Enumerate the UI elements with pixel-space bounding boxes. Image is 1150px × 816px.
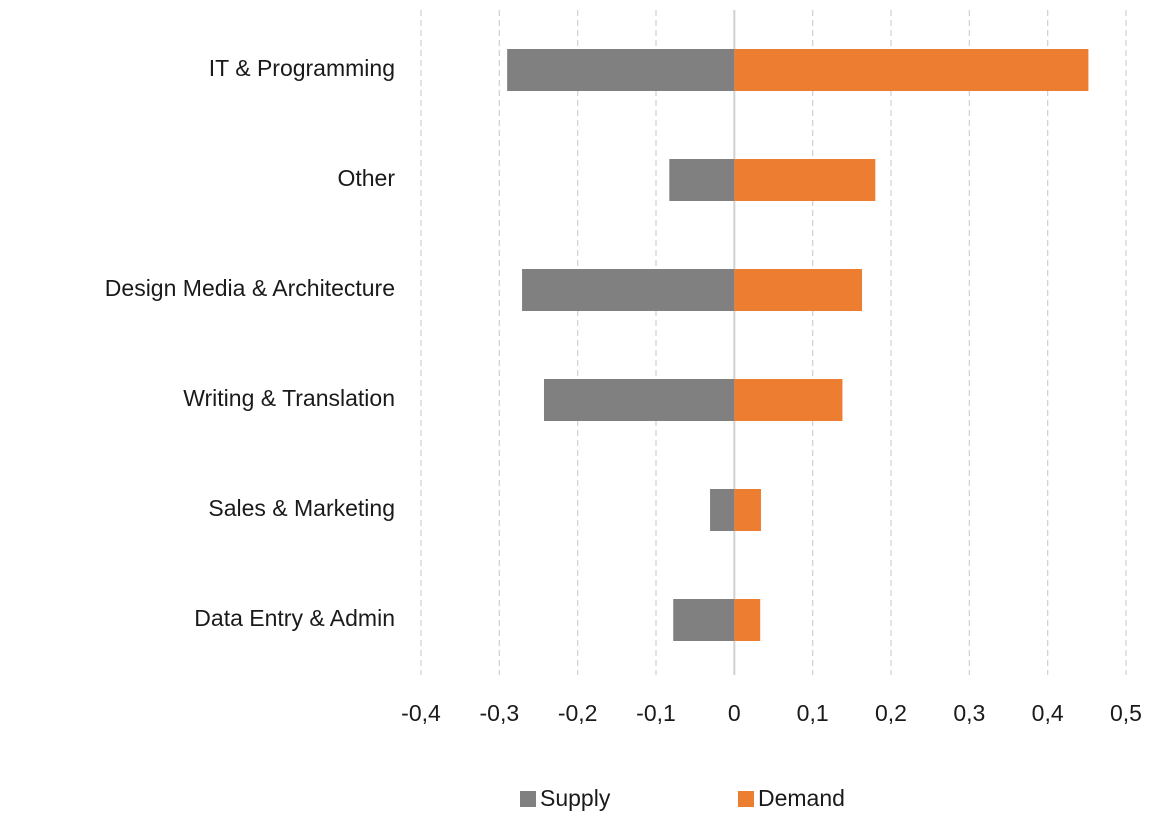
bar	[734, 159, 876, 201]
legend-label: Supply	[540, 785, 611, 811]
bar	[522, 269, 735, 311]
x-tick-label: 0,1	[797, 700, 829, 726]
bar	[673, 599, 735, 641]
bar	[734, 489, 761, 531]
bar	[734, 49, 1089, 91]
bar	[710, 489, 735, 531]
x-tick-label: 0,2	[875, 700, 907, 726]
y-tick-label: Design Media & Architecture	[105, 275, 395, 301]
y-tick-label: IT & Programming	[209, 55, 395, 81]
x-tick-label: -0,3	[480, 700, 520, 726]
x-tick-label: -0,2	[558, 700, 598, 726]
x-tick-label: -0,1	[636, 700, 676, 726]
x-tick-label: 0	[728, 700, 741, 726]
y-tick-label: Data Entry & Admin	[194, 605, 395, 631]
bar	[507, 49, 735, 91]
bar	[543, 379, 735, 421]
x-tick-label: 0,4	[1032, 700, 1064, 726]
y-tick-label: Sales & Marketing	[208, 495, 395, 521]
bar	[734, 599, 761, 641]
legend-swatch	[520, 791, 536, 807]
x-tick-label: 0,5	[1110, 700, 1142, 726]
legend-swatch	[738, 791, 754, 807]
y-tick-label: Other	[337, 165, 395, 191]
x-tick-label: 0,3	[953, 700, 985, 726]
x-tick-label: -0,4	[401, 700, 441, 726]
bar	[734, 379, 843, 421]
bar	[669, 159, 735, 201]
bar	[734, 269, 863, 311]
y-tick-label: Writing & Translation	[183, 385, 395, 411]
legend-label: Demand	[758, 785, 845, 811]
